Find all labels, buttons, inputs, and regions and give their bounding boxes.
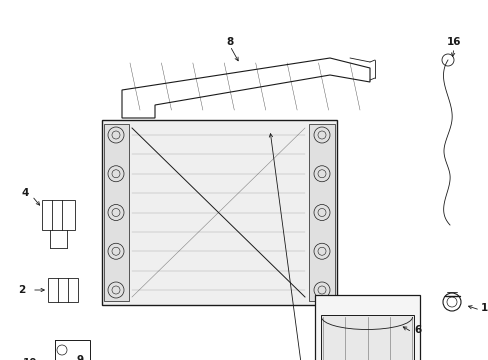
Bar — [48, 278, 78, 302]
Text: 10: 10 — [23, 358, 37, 360]
Bar — [314, 295, 419, 360]
Bar — [308, 124, 334, 301]
Bar — [320, 315, 413, 360]
Text: 6: 6 — [413, 325, 421, 335]
Text: 9: 9 — [76, 355, 83, 360]
Text: 8: 8 — [226, 37, 233, 47]
Bar — [102, 120, 336, 305]
Text: 2: 2 — [19, 285, 25, 295]
Text: 16: 16 — [446, 37, 460, 47]
Text: 4: 4 — [21, 188, 29, 198]
Bar — [104, 124, 129, 301]
Polygon shape — [122, 58, 369, 118]
Text: 12: 12 — [480, 303, 488, 313]
